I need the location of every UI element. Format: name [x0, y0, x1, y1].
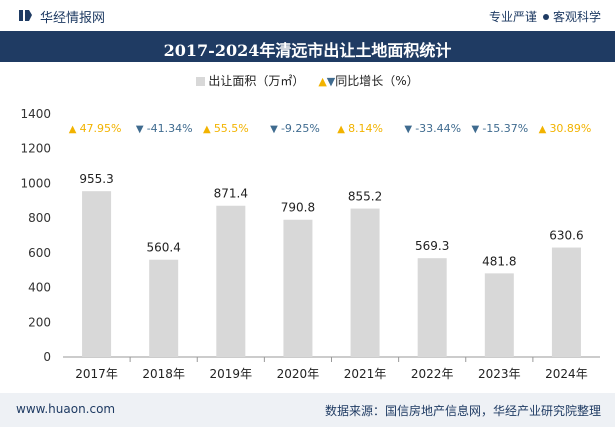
x-tick-label: 2022年: [411, 367, 454, 381]
y-tick-label: 600: [28, 246, 51, 260]
growth-down-triangle-icon: ▼: [270, 124, 278, 135]
bar-value-label: 955.3: [79, 172, 113, 186]
y-tick-label: 200: [28, 315, 51, 329]
chart-legend: 出让面积（万㎡） ▲▼同比增长（%）: [0, 72, 615, 89]
growth-up-triangle-icon: ▲: [337, 124, 345, 135]
bar-value-label: 790.8: [281, 201, 315, 215]
legend-bar-label: 出让面积（万㎡）: [208, 74, 305, 88]
x-tick-label: 2018年: [142, 367, 185, 381]
bar: [350, 208, 380, 357]
growth-label: -15.37%: [482, 122, 528, 135]
bar: [417, 258, 447, 357]
bar: [551, 247, 581, 357]
growth-label: 47.95%: [80, 122, 122, 135]
bar-value-label: 855.2: [348, 190, 382, 204]
x-tick-label: 2020年: [277, 367, 320, 381]
x-tick-label: 2019年: [210, 367, 253, 381]
x-tick-label: 2024年: [545, 367, 588, 381]
legend-up-triangle-icon: ▲: [318, 75, 327, 88]
bar-value-label: 871.4: [214, 187, 248, 201]
footer: www.huaon.com 数据来源：国信房地产信息网，华经产业研究院整理: [0, 393, 615, 427]
growth-label: 55.5%: [214, 122, 249, 135]
y-tick-label: 1200: [20, 142, 51, 156]
slogan-dot-icon: [542, 14, 549, 20]
slogan-left: 专业严谨: [488, 10, 537, 24]
growth-up-triangle-icon: ▲: [539, 124, 547, 135]
legend-growth-label: 同比增长（%）: [335, 74, 419, 88]
bar-value-label: 630.6: [549, 229, 583, 243]
growth-down-triangle-icon: ▼: [471, 124, 479, 135]
legend-down-triangle-icon: ▼: [326, 75, 336, 88]
x-tick-label: 2017年: [75, 367, 118, 381]
x-tick-label: 2021年: [344, 367, 387, 381]
growth-down-triangle-icon: ▼: [404, 124, 412, 135]
bar: [216, 205, 246, 357]
bar: [484, 273, 514, 357]
footer-source: 数据来源：国信房地产信息网，华经产业研究院整理: [324, 404, 601, 418]
bar: [149, 259, 179, 357]
growth-up-triangle-icon: ▲: [203, 124, 211, 135]
y-tick-label: 800: [28, 211, 51, 225]
bar-value-label: 560.4: [147, 241, 181, 255]
footer-url: www.huaon.com: [16, 402, 116, 416]
legend-bar-swatch: [196, 77, 206, 86]
slogan: 专业严谨 客观科学: [489, 8, 601, 25]
growth-label: 30.89%: [549, 122, 591, 135]
bar-value-label: 569.3: [415, 239, 449, 253]
y-tick-label: 1000: [20, 176, 51, 190]
growth-label: -9.25%: [281, 122, 320, 135]
slogan-right: 客观科学: [552, 10, 601, 24]
growth-down-triangle-icon: ▼: [136, 124, 144, 135]
y-tick-label: 1400: [20, 107, 51, 121]
top-bar: 华经情报网 专业严谨 客观科学: [0, 0, 615, 31]
growth-label: -41.34%: [147, 122, 193, 135]
bar: [82, 191, 112, 357]
site-name: 华经情报网: [40, 11, 106, 26]
y-tick-label: 400: [28, 281, 51, 295]
growth-label: 8.14%: [348, 122, 383, 135]
title-bar: 2017-2024年清远市出让土地面积统计: [0, 31, 615, 62]
brand-logo-icon: [19, 10, 32, 21]
x-tick-label: 2023年: [478, 367, 521, 381]
growth-up-triangle-icon: ▲: [69, 124, 77, 135]
bar-value-label: 481.8: [482, 254, 516, 268]
y-tick-label: 0: [43, 350, 51, 364]
bar: [283, 219, 313, 357]
growth-label: -33.44%: [415, 122, 461, 135]
chart-title: 2017-2024年清远市出让土地面积统计: [163, 41, 452, 60]
